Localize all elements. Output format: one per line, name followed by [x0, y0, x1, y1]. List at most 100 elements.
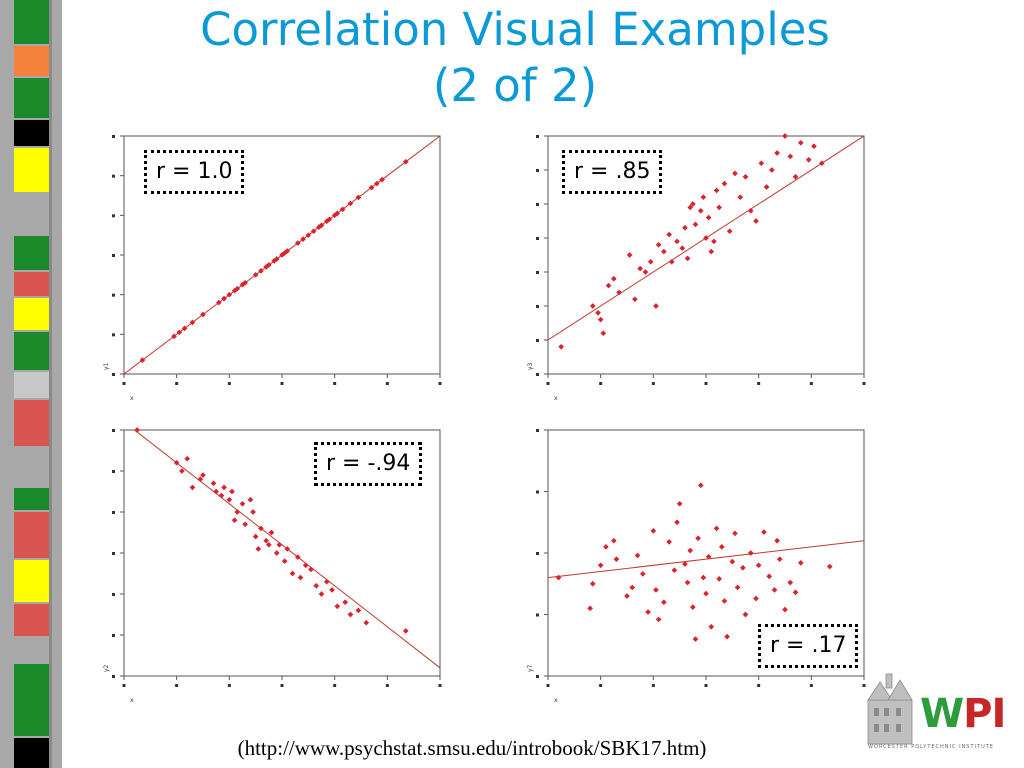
side-bar-block	[14, 488, 49, 510]
x-tick-label	[651, 382, 655, 385]
x-tick-label	[599, 684, 603, 687]
y-tick-label	[112, 174, 115, 178]
data-point	[624, 593, 630, 599]
side-bar-block	[14, 604, 49, 636]
data-point	[647, 258, 654, 265]
y-tick-label	[112, 214, 115, 218]
side-bar-block	[14, 400, 49, 446]
data-point	[703, 590, 709, 597]
y-tick-label	[112, 429, 115, 432]
data-point	[708, 248, 715, 255]
correlation-label-r-017: r = .17	[758, 624, 859, 668]
data-point	[703, 235, 709, 241]
data-point	[587, 605, 593, 612]
y-tick-label	[112, 293, 115, 297]
x-tick-label	[546, 684, 550, 687]
data-point	[611, 275, 617, 282]
data-point	[342, 599, 349, 606]
data-point	[310, 228, 317, 235]
data-point	[697, 207, 704, 214]
x-axis-label: x	[130, 395, 134, 402]
x-tick-label	[862, 382, 866, 385]
y-tick-label	[536, 613, 539, 617]
data-point	[268, 529, 275, 536]
y-tick-label	[112, 511, 115, 514]
data-point	[252, 272, 259, 278]
data-point	[318, 222, 325, 229]
data-point	[300, 236, 306, 242]
data-point	[711, 238, 717, 245]
data-point	[329, 587, 335, 593]
data-point	[334, 603, 341, 610]
data-point	[742, 611, 749, 618]
x-tick-label	[122, 684, 126, 687]
data-point	[666, 231, 672, 238]
y-tick-label	[112, 135, 115, 138]
data-point	[239, 500, 246, 507]
x-tick-label	[175, 684, 179, 687]
side-bar-block	[14, 272, 49, 296]
side-bar-block	[14, 560, 49, 602]
data-point	[747, 550, 754, 556]
regression-line	[548, 540, 864, 579]
data-point	[242, 279, 248, 286]
data-point	[318, 591, 325, 597]
data-point	[668, 258, 675, 265]
data-point	[273, 256, 280, 262]
data-point	[797, 560, 804, 566]
data-point	[289, 570, 296, 577]
y-axis-label: y2	[103, 664, 110, 672]
data-point	[258, 525, 264, 532]
x-axis-label: x	[554, 395, 558, 402]
data-point	[661, 248, 667, 255]
side-bar-block	[14, 332, 49, 370]
data-point	[294, 554, 301, 560]
data-point	[266, 541, 272, 548]
x-tick-label	[599, 382, 603, 385]
y-tick-label	[112, 373, 115, 376]
y-tick-label	[112, 333, 115, 337]
data-point	[189, 319, 196, 326]
scatter-plot-r-017: x y7	[527, 429, 866, 704]
data-point	[258, 268, 264, 274]
x-axis-label: x	[554, 697, 558, 704]
data-point	[215, 299, 222, 306]
x-tick-label	[651, 684, 655, 687]
data-point	[690, 604, 696, 610]
data-point	[787, 153, 794, 160]
data-point	[782, 606, 788, 613]
data-point	[600, 330, 607, 337]
data-point	[297, 574, 304, 581]
y-tick-label	[536, 135, 539, 138]
x-tick-label	[333, 684, 337, 687]
x-tick-label	[333, 382, 337, 385]
x-tick-label	[280, 684, 284, 687]
x-tick-label	[385, 382, 389, 385]
data-point	[347, 200, 354, 207]
y-tick-label	[536, 675, 539, 678]
data-point	[797, 139, 804, 146]
data-point	[792, 173, 799, 180]
data-point	[234, 509, 241, 515]
side-bar-block	[14, 78, 49, 118]
side-bar-block	[14, 236, 49, 270]
wpi-building-logo-icon	[867, 673, 913, 745]
data-point	[402, 158, 409, 165]
title-line-2: (2 of 2)	[432, 59, 598, 112]
data-point	[255, 546, 262, 552]
data-point	[737, 194, 744, 201]
x-tick-label	[227, 382, 231, 385]
correlation-label-r-085: r = .85	[562, 150, 663, 194]
decorative-side-bar	[0, 0, 62, 768]
y-tick-label	[112, 470, 115, 473]
y-tick-label	[536, 552, 539, 555]
data-point	[355, 607, 362, 614]
correlation-label-r-neg-094: r = -.94	[314, 442, 423, 486]
data-point	[558, 343, 564, 350]
data-point	[792, 589, 799, 596]
data-point	[708, 623, 715, 630]
data-point	[200, 311, 206, 318]
side-bar-block	[14, 372, 49, 398]
x-tick-label	[704, 684, 708, 687]
y-tick-label	[536, 490, 539, 494]
